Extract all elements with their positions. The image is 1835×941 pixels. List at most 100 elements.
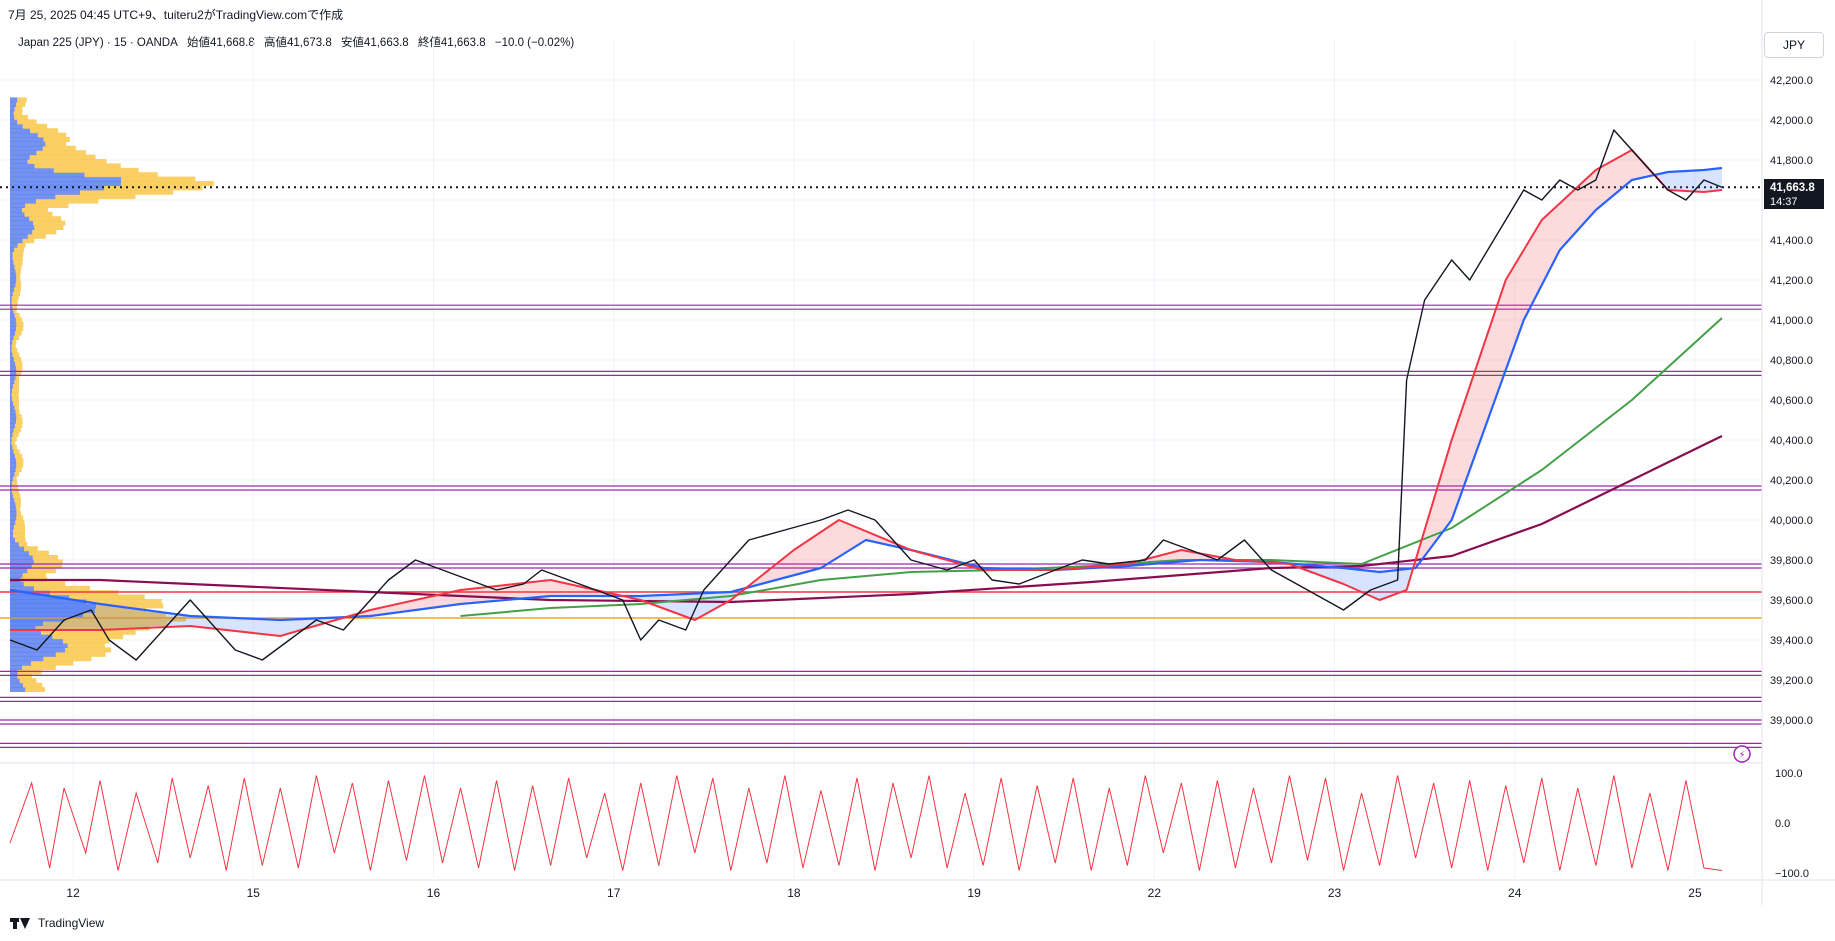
series-ema_fast	[10, 149, 1723, 637]
ema-cloud-segment	[1370, 571, 1380, 600]
symbol-name[interactable]: Japan 225 (JPY) · 15 · OANDA	[18, 37, 178, 49]
ema-cloud-segment	[424, 596, 434, 609]
ema-cloud-segment	[1361, 570, 1371, 596]
ema-cloud-segment	[19, 591, 29, 630]
ema-cloud-segment	[532, 581, 542, 598]
volume-bar-down	[14, 286, 21, 292]
volume-bar-down	[52, 634, 124, 640]
volume-bar-up	[10, 682, 24, 688]
volume-bar-down	[65, 616, 186, 622]
volume-bar-down	[29, 216, 62, 222]
price-tick-label: 39,200.0	[1770, 675, 1813, 687]
ema-cloud-segment	[865, 531, 875, 542]
volume-bar-down	[13, 533, 25, 538]
volume-bar-up	[10, 431, 13, 437]
footer-brand[interactable]: TradingView	[10, 916, 104, 930]
volume-bar-down	[11, 484, 18, 490]
volume-bar-up	[10, 559, 34, 565]
volume-bar-down	[36, 150, 86, 156]
volume-bar-up	[10, 440, 12, 446]
volume-bar-up	[10, 585, 34, 591]
volume-bar-down	[34, 163, 121, 169]
volume-bar-down	[15, 374, 19, 380]
volume-bar-up	[10, 489, 12, 494]
price-tick-label: 41,400.0	[1770, 235, 1813, 247]
volume-bar-down	[84, 172, 158, 178]
time-axis: 12 15 16 17 18 19 22 23 24 25	[66, 886, 1702, 900]
volume-bar-up	[10, 563, 32, 569]
volume-bar-up	[10, 537, 16, 543]
time-tick-label: 12	[66, 886, 80, 900]
volume-bar-down	[11, 436, 17, 442]
volume-bar-up	[10, 678, 20, 684]
ema-cloud-segment	[1487, 306, 1497, 420]
volume-bar-down	[55, 194, 136, 200]
alert-icon[interactable]: ⚡	[1733, 745, 1751, 763]
volume-bar-up	[10, 229, 33, 235]
ema-cloud-segment	[181, 614, 191, 627]
ema-cloud-segment	[1559, 195, 1569, 250]
brand-name: TradingView	[38, 916, 105, 930]
volume-bar-up	[10, 304, 13, 310]
volume-bar-down	[16, 370, 22, 376]
volume-bar-down	[11, 440, 16, 446]
ema-cloud-segment	[64, 598, 74, 630]
ema-cloud-segment	[82, 601, 92, 630]
ema-cloud-segment	[1352, 569, 1362, 592]
volume-bar-up	[10, 185, 105, 191]
currency-button[interactable]: JPY	[1764, 32, 1824, 58]
ema-cloud-segment	[217, 617, 227, 630]
chart-created-line: 7月 25, 2025 04:45 UTC+9、tuiteru2がTrading…	[8, 8, 344, 22]
volume-bar-up	[10, 502, 16, 508]
rsi-line	[9, 775, 1723, 871]
volume-bar-down	[14, 115, 29, 120]
volume-bar-up	[10, 638, 63, 644]
volume-bar-down	[14, 247, 25, 252]
volume-bar-up	[10, 132, 38, 138]
price-tick-label: 42,200.0	[1770, 75, 1813, 87]
volume-bar-up	[10, 216, 30, 222]
volume-bar-down	[33, 585, 90, 591]
volume-bar-down	[13, 475, 17, 481]
volume-bar-up	[10, 97, 18, 103]
volume-bar-up	[10, 387, 12, 393]
volume-bar-down	[13, 449, 20, 455]
ema-cloud-segment	[1190, 551, 1200, 561]
volume-bar-up	[10, 656, 44, 662]
volume-bar-down	[16, 101, 26, 107]
volume-bar-up	[10, 409, 16, 415]
ema-cloud-segment	[757, 571, 767, 585]
volume-bar-down	[17, 119, 37, 125]
volume-bar-up	[10, 115, 15, 120]
volume-bar-down	[15, 317, 23, 323]
volume-bar-down	[12, 431, 19, 437]
volume-bar-down	[31, 660, 74, 666]
ema-cloud-segment	[478, 587, 488, 603]
ema-cloud-segment	[1613, 155, 1623, 195]
time-tick-label: 23	[1328, 886, 1342, 900]
volume-bar-up	[10, 352, 13, 358]
ema-cloud-segment	[847, 523, 857, 552]
ema-cloud-segment	[1550, 203, 1560, 268]
volume-bar-up	[10, 497, 15, 503]
time-tick-label: 16	[427, 886, 441, 900]
volume-bar-down	[11, 299, 18, 305]
volume-bar-up	[10, 189, 81, 195]
volume-bar-down	[17, 673, 32, 679]
volume-bar-up	[10, 594, 70, 600]
volume-bar-up	[10, 687, 26, 692]
series-ema_green	[460, 317, 1723, 617]
ema-cloud-segment	[802, 538, 812, 573]
volume-bar-down	[55, 651, 106, 657]
volume-bar-up	[10, 282, 16, 288]
volume-bar-down	[62, 638, 110, 644]
volume-bar-down	[12, 251, 24, 257]
volume-bar-up	[10, 326, 17, 332]
ema-cloud-segment	[1667, 171, 1677, 191]
ema-cloud-segment	[1532, 220, 1542, 303]
volume-bar-up	[10, 643, 68, 648]
ema-cloud-segment	[100, 604, 110, 630]
ema-cloud-segment	[1451, 413, 1461, 520]
volume-bar-up	[10, 150, 37, 156]
